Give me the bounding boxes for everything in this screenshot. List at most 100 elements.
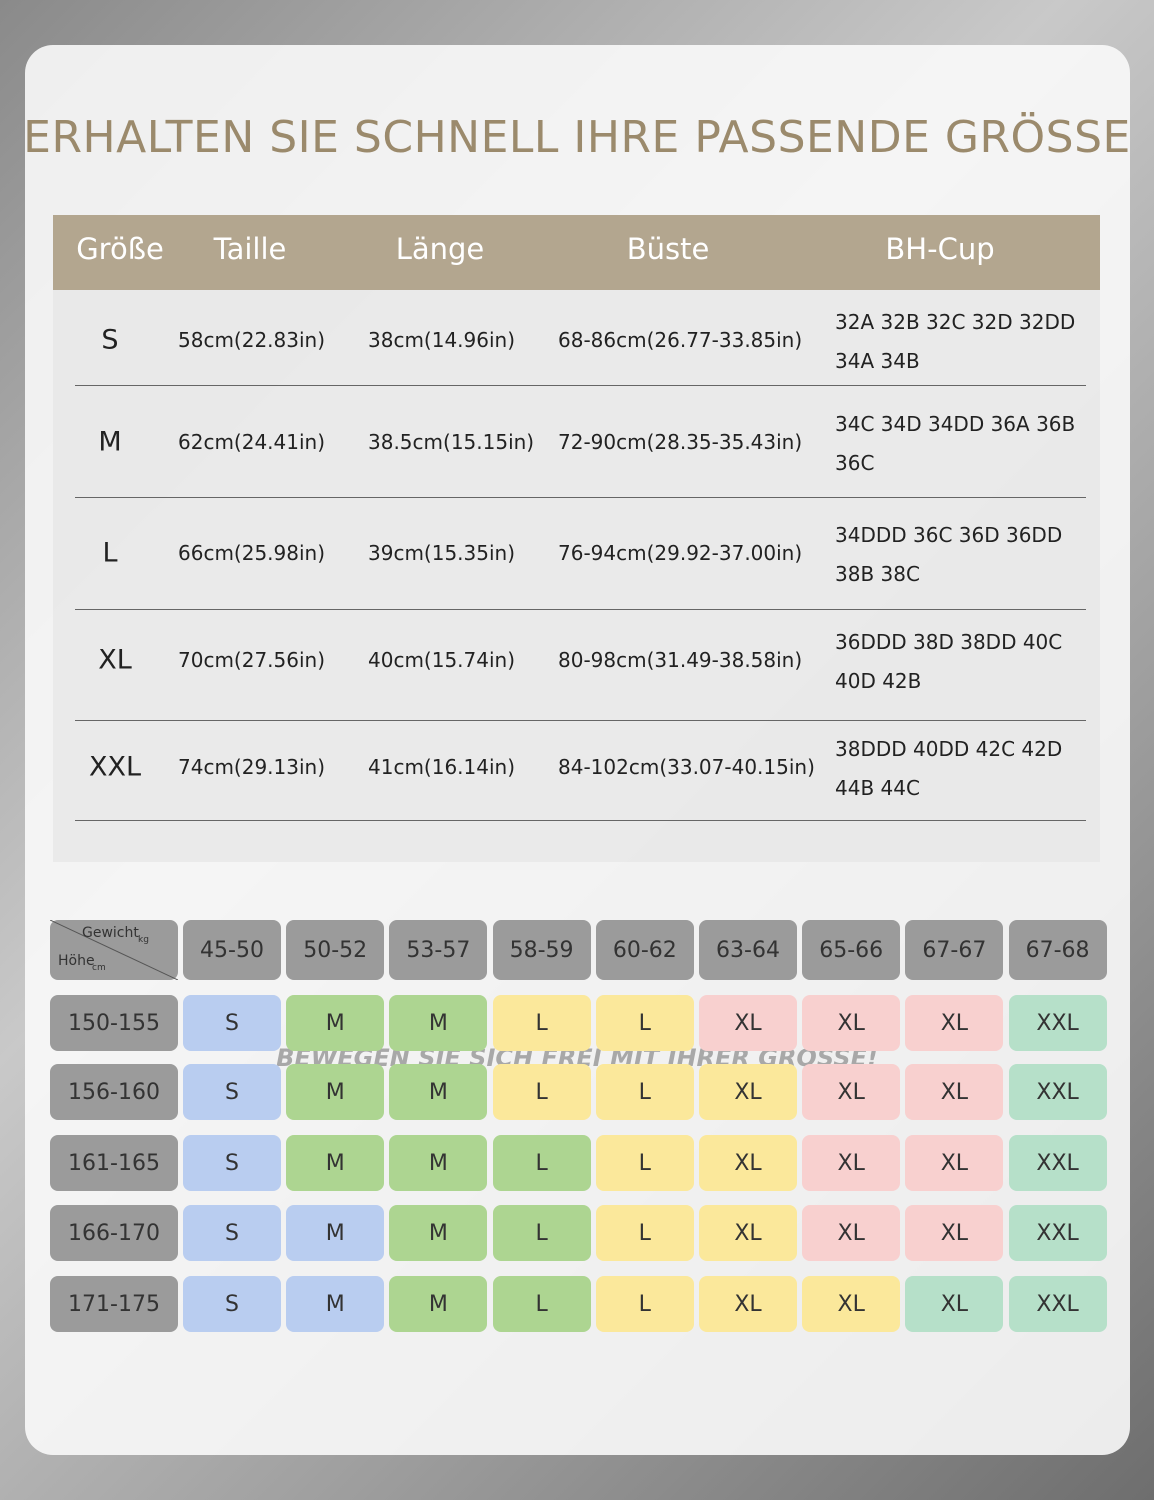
height-header: 156-160: [50, 1064, 178, 1120]
table-cell: 84-102cm(33.07-40.15in): [558, 755, 815, 779]
size-cell: XL: [802, 995, 901, 1051]
size-cell: L: [492, 1135, 591, 1191]
weight-header: 53-57: [389, 920, 488, 980]
size-cell: S: [183, 995, 281, 1051]
table-cell: 80-98cm(31.49-38.58in): [558, 648, 803, 672]
table-cell: 70cm(27.56in): [178, 648, 326, 672]
size-cell: XL: [905, 995, 1004, 1051]
row-separator: [75, 385, 1086, 386]
size-cell: L: [595, 995, 694, 1051]
size-cell: XL: [699, 1205, 797, 1261]
cup-line: 34C 34D 34DD 36A 36B: [835, 412, 1076, 436]
cup-line: 36C: [835, 451, 875, 475]
height-header: 150-155: [50, 995, 178, 1051]
table-cell: 40cm(15.74in): [368, 648, 516, 672]
size-cell: XL: [802, 1276, 901, 1332]
size-cell: XL: [699, 1276, 797, 1332]
size-cell: XL: [905, 1064, 1004, 1120]
size-cell: M: [389, 1064, 488, 1120]
table-cell: 66cm(25.98in): [178, 541, 326, 565]
size-cell: L: [492, 1064, 591, 1120]
corner-weight: Gewicht: [82, 925, 139, 941]
corner-weight-unit: kg: [138, 935, 149, 945]
weight-header: 63-64: [699, 920, 797, 980]
size-cell: XL: [802, 1205, 901, 1261]
table-cell: 58cm(22.83in): [178, 328, 326, 352]
cup-line: 38B 38C: [835, 562, 920, 586]
header-cell: Taille: [213, 232, 287, 266]
weight-header: 65-66: [802, 920, 901, 980]
size-cell: XL: [905, 1205, 1004, 1261]
row-separator: [75, 720, 1086, 721]
cup-line: 38DDD 40DD 42C 42D: [835, 737, 1063, 761]
corner: Gewicht kg Höhe cm: [50, 920, 178, 980]
cup-line: 34A 34B: [835, 349, 920, 373]
row-separator: [75, 609, 1086, 610]
table-cell: 38cm(14.96in): [368, 328, 516, 352]
size-cell: M: [286, 1276, 385, 1332]
size-cell: L: [492, 1205, 591, 1261]
size-cell: XL: [905, 1276, 1004, 1332]
size-cell: XXL: [1008, 1205, 1107, 1261]
row-separator: [75, 497, 1086, 498]
table-cell: 38.5cm(15.15in): [368, 430, 535, 454]
cup-line: 34DDD 36C 36D 36DD: [835, 523, 1063, 547]
size-cell: XL: [699, 1135, 797, 1191]
table-cell: 72-90cm(28.35-35.43in): [558, 430, 803, 454]
size-cell: XXL: [1008, 995, 1107, 1051]
header-cell: BH-Cup: [885, 232, 995, 266]
size-cell: XL: [905, 1135, 1004, 1191]
corner-height-unit: cm: [92, 963, 106, 973]
corner-height: Höhe: [58, 953, 95, 969]
weight-header: 67-67: [905, 920, 1004, 980]
size-cell: S: [183, 1064, 281, 1120]
size-cell: M: [389, 1135, 488, 1191]
cup-line: 40D 42B: [835, 669, 922, 693]
cup-line: 44B 44C: [835, 776, 920, 800]
table-cell: 41cm(16.14in): [368, 755, 516, 779]
size-cell: L: [595, 1205, 694, 1261]
size-cell: M: [389, 995, 488, 1051]
weight-header: 50-52: [286, 920, 385, 980]
size-label: L: [102, 537, 118, 569]
size-cell: S: [183, 1135, 281, 1191]
title: ERHALTEN SIE SCHNELL IHRE PASSENDE GRÖSS…: [23, 112, 1131, 163]
size-cell: XL: [699, 995, 797, 1051]
size-cell: XXL: [1008, 1064, 1107, 1120]
height-header: 166-170: [50, 1205, 178, 1261]
size-cell: M: [286, 1064, 385, 1120]
weight-header: 60-62: [595, 920, 694, 980]
size-cell: M: [389, 1276, 488, 1332]
diagonal: [50, 920, 178, 980]
header-cell: Länge: [395, 232, 485, 266]
table-cell: 76-94cm(29.92-37.00in): [558, 541, 803, 565]
size-cell: XXL: [1008, 1135, 1107, 1191]
size-cell: XL: [802, 1135, 901, 1191]
size-cell: XXL: [1008, 1276, 1107, 1332]
table-cell: 62cm(24.41in): [178, 430, 326, 454]
size-cell: XL: [699, 1064, 797, 1120]
cup-line: 32A 32B 32C 32D 32DD: [835, 310, 1076, 334]
table-header: [53, 215, 1100, 290]
size-cell: L: [492, 1276, 591, 1332]
table-cell: 39cm(15.35in): [368, 541, 516, 565]
size-cell: L: [595, 1276, 694, 1332]
size-label: XL: [98, 644, 132, 676]
size-cell: M: [286, 1205, 385, 1261]
size-cell: S: [183, 1205, 281, 1261]
size-cell: XL: [802, 1064, 901, 1120]
row-separator: [75, 820, 1086, 821]
table-cell: 68-86cm(26.77-33.85in): [558, 328, 803, 352]
cup-line: 36DDD 38D 38DD 40C: [835, 630, 1063, 654]
size-cell: S: [183, 1276, 281, 1332]
size-cell: M: [389, 1205, 488, 1261]
size-label: M: [98, 426, 122, 458]
size-cell: L: [595, 1064, 694, 1120]
height-header: 171-175: [50, 1276, 178, 1332]
weight-header: 58-59: [492, 920, 591, 980]
size-label: XXL: [88, 751, 142, 783]
table-cell: 74cm(29.13in): [178, 755, 326, 779]
header-cell: Büste: [626, 232, 710, 266]
weight-header: 45-50: [183, 920, 281, 980]
